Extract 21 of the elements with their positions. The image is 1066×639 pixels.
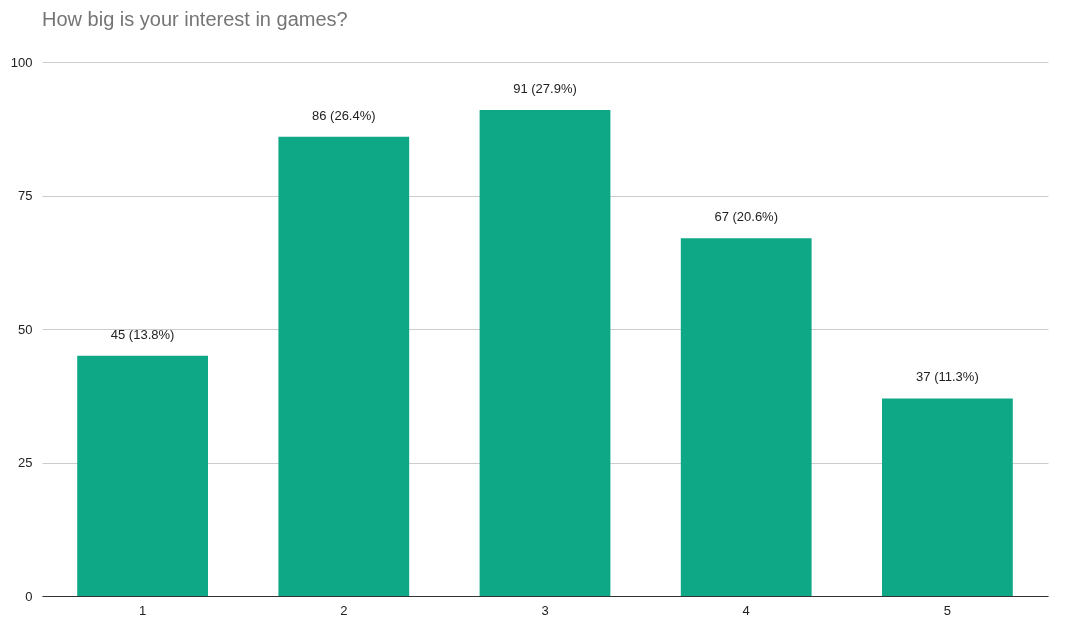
data-label: 86 (26.4%) xyxy=(312,107,376,123)
y-tick-label: 100 xyxy=(10,54,33,70)
y-tick-label: 50 xyxy=(18,321,33,337)
x-tick-label: 1 xyxy=(138,602,147,618)
x-tick-label: 2 xyxy=(340,602,348,618)
data-label: 37 (11.3%) xyxy=(916,369,979,385)
bar xyxy=(278,136,410,596)
y-tick-label: 75 xyxy=(18,188,33,203)
bar xyxy=(479,110,611,596)
x-tick-label: 4 xyxy=(742,602,750,618)
data-label: 67 (20.6%) xyxy=(714,209,778,225)
chart-title: How big is your interest in games? xyxy=(42,8,348,30)
x-tick-label: 3 xyxy=(541,602,549,618)
bar xyxy=(77,355,208,596)
y-tick-label: 0 xyxy=(25,588,33,604)
data-label: 91 (27.9%) xyxy=(513,81,577,97)
x-tick-label: 5 xyxy=(943,602,952,618)
data-label: 45 (13.8%) xyxy=(110,326,175,342)
y-tick-label: 25 xyxy=(18,455,33,470)
bar xyxy=(882,398,1013,596)
bar xyxy=(680,238,812,596)
